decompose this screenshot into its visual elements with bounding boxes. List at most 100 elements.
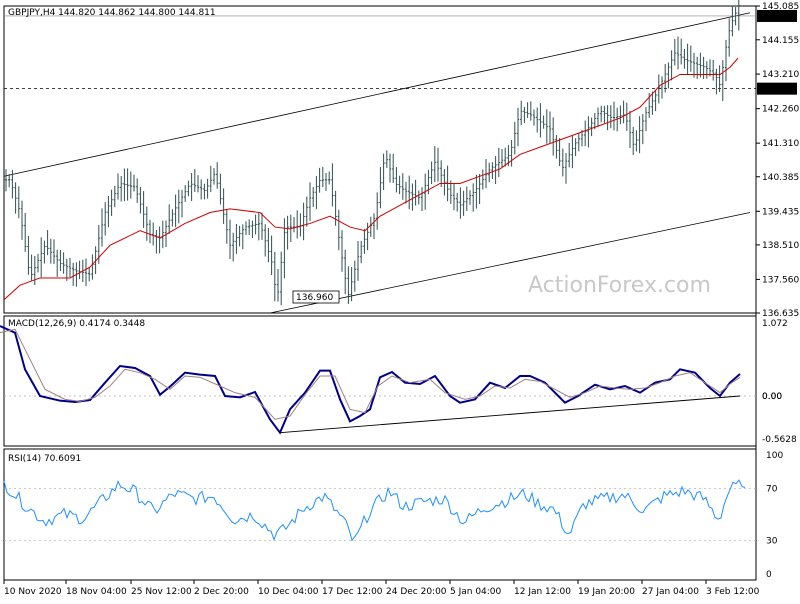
candle [158, 226, 161, 254]
main-panel[interactable]: ActionForex.com 136.960 GBPJPY,H4 144.820 … [3, 0, 756, 314]
candle [590, 117, 593, 137]
date-tick-label: 10 Nov 2020 [4, 587, 62, 597]
candle [651, 91, 654, 115]
candle [8, 174, 11, 188]
rsi-panel[interactable]: RSI(14) 70.6091 [3, 454, 756, 542]
date-tick-label: 3 Feb 12:00 [706, 587, 760, 597]
candle [555, 135, 558, 159]
candle [196, 175, 200, 193]
candle [94, 246, 97, 275]
candle [120, 175, 123, 202]
candle [17, 186, 20, 219]
date-tick-label: 12 Jan 12:00 [514, 587, 571, 597]
candle [241, 224, 244, 250]
candle [705, 61, 708, 79]
candle [312, 187, 315, 208]
macd-signal-line [0, 328, 741, 420]
candle [366, 222, 369, 251]
macd-panel[interactable]: MACD(12,26,9) 0.4174 0.3448 [0, 319, 756, 435]
channel-lower-line [269, 212, 751, 314]
macd-line [0, 325, 741, 435]
candle [36, 253, 40, 273]
candle [251, 220, 254, 239]
candle [4, 169, 8, 192]
grid-layer [3, 5, 757, 581]
candle [606, 105, 609, 131]
candle [40, 237, 43, 278]
candle [136, 178, 139, 203]
candle [676, 36, 680, 70]
candle [46, 230, 49, 256]
candle [228, 219, 232, 259]
candle [72, 262, 75, 286]
candle [670, 50, 673, 81]
candle [65, 258, 68, 281]
candle [593, 112, 596, 130]
candle [724, 39, 728, 82]
candle [315, 176, 318, 210]
candle [510, 139, 513, 167]
candle [600, 105, 603, 123]
macd-tick-label: -0.5628 [762, 435, 797, 445]
candle [376, 192, 379, 230]
candle [536, 107, 539, 133]
rsi-line [3, 479, 746, 542]
candle [734, 7, 737, 26]
candle [641, 114, 644, 145]
candle [344, 249, 347, 295]
support-price-label: 142.810 [759, 85, 796, 95]
candle [84, 258, 88, 286]
candle [433, 146, 436, 183]
candle [708, 59, 712, 77]
candle [324, 172, 328, 191]
candle [280, 251, 283, 306]
candle [539, 103, 542, 138]
candle [612, 101, 616, 131]
candle [718, 65, 721, 93]
candle [88, 267, 91, 282]
candle [465, 186, 468, 212]
candle [20, 200, 24, 240]
candle [132, 174, 136, 192]
candle [548, 111, 552, 143]
candle [104, 202, 107, 236]
candle [459, 187, 462, 219]
channel-upper-line [3, 12, 751, 177]
candle [379, 167, 382, 209]
candle [24, 212, 27, 252]
candle [408, 175, 411, 210]
candle [260, 212, 264, 240]
macd-title: MACD(12,26,9) 0.4174 0.3448 [8, 319, 145, 329]
candle [456, 192, 459, 212]
candle [273, 251, 276, 302]
candle [564, 152, 568, 184]
candle [161, 220, 164, 249]
candle [654, 90, 657, 112]
date-tick-label: 10 Dec 04:00 [258, 587, 319, 597]
candle [398, 175, 401, 195]
candle [267, 227, 270, 263]
candle [625, 102, 628, 131]
date-tick-label: 5 Jan 04:00 [450, 587, 502, 597]
price-tick-label: 140.385 [762, 173, 799, 183]
candle [497, 147, 500, 178]
candle [328, 171, 331, 185]
candle [30, 254, 33, 281]
candle [683, 48, 686, 69]
candle [504, 147, 507, 167]
candle [232, 232, 235, 262]
candle [516, 107, 520, 147]
price-tick-label: 141.310 [762, 139, 799, 149]
candle [56, 249, 59, 277]
candle [110, 189, 113, 216]
candle [180, 189, 184, 218]
candle [596, 107, 600, 127]
candle [532, 109, 536, 126]
date-tick-label: 19 Jan 20:00 [578, 587, 635, 597]
candle [526, 102, 529, 118]
last-price-label: 144.811 [759, 12, 796, 22]
candle [139, 186, 142, 214]
candle [635, 130, 638, 152]
